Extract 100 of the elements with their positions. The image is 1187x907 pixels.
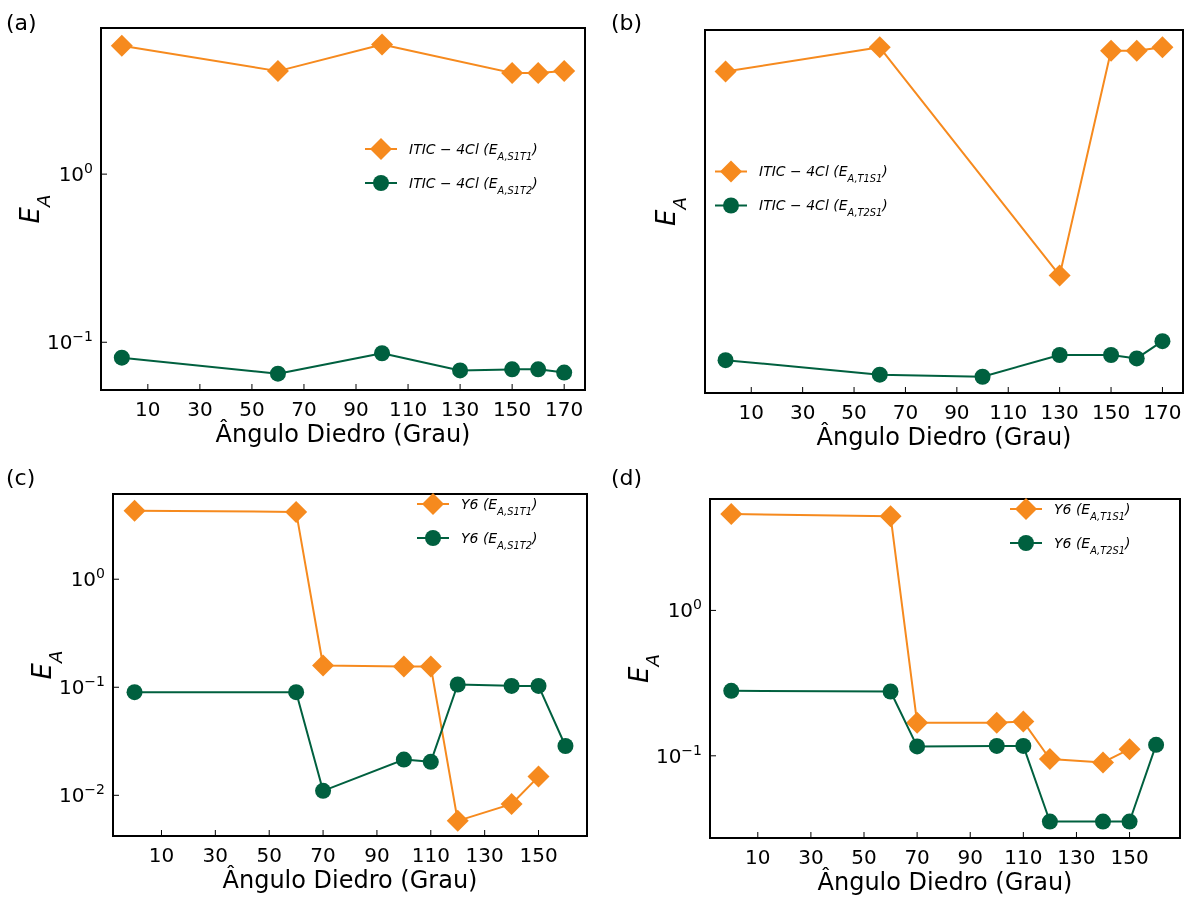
point [868,36,891,59]
legend-label: ITIC − 4Cl (E$_{A,S1T1}$) [409,140,538,162]
point [1151,36,1174,59]
point [1041,813,1058,830]
point [123,499,146,522]
point [312,654,335,677]
point [113,349,130,366]
point [500,793,523,816]
point [530,361,547,378]
x-tick-label: 150 [519,843,558,867]
point [1051,346,1068,363]
point [452,362,469,379]
point [1148,736,1165,753]
point [1118,738,1141,761]
point [985,711,1008,734]
x-tick-label: 10 [738,400,764,424]
x-tick-label: 90 [944,400,970,424]
x-tick-label: 50 [851,845,877,869]
point [285,500,308,523]
x-tick-label: 30 [187,397,213,421]
point [1154,333,1171,350]
x-tick-label: 90 [364,843,390,867]
y-tick-label: 10$^{−1}$ [46,328,93,355]
point [720,503,743,526]
point [419,655,442,678]
x-tick-label: 10 [135,397,161,421]
x-tick-label: 110 [1004,845,1043,869]
point [527,61,550,84]
point [449,676,466,693]
x-tick-label: 30 [798,845,824,869]
point [1048,264,1071,287]
point [395,751,412,768]
x-tick-label: 50 [841,400,867,424]
legend-label: Y6 (E$_{A,T2S1}$) [1054,534,1131,556]
chart-title: (c) [6,465,36,490]
point [392,655,415,678]
point [879,505,902,528]
chart-title: (b) [611,10,643,35]
legend-label: Y6 (E$_{A,T1S1}$) [1054,500,1131,522]
point [527,765,550,788]
point [871,366,888,383]
point [1121,813,1138,830]
point [371,33,394,56]
point [1125,39,1148,62]
point [1012,710,1035,733]
point [503,677,520,694]
legend-label: Y6 (E$_{A,S1T2}$) [461,529,538,551]
point [1015,737,1032,754]
point [717,352,734,369]
point [906,711,929,734]
x-tick-label: 130 [1057,845,1096,869]
x-tick-label: 30 [789,400,816,424]
x-tick-label: 70 [291,397,317,421]
point [269,365,286,382]
y-tick-label: 10$^{−1}$ [655,741,702,768]
point [553,60,576,83]
legend-label: ITIC − 4Cl (E$_{A,T2S1}$) [759,197,888,218]
y-tick-label: 10$^{−1}$ [58,673,105,700]
point [1038,748,1061,771]
x-tick-label: 110 [388,397,428,421]
x-tick-label: 150 [1091,400,1131,424]
x-axis-title: Ângulo Diedro (Grau) [817,867,1073,896]
point [1100,39,1123,62]
x-tick-label: 30 [202,843,229,867]
x-tick-label: 130 [465,843,504,867]
point [374,345,391,362]
x-tick-label: 170 [545,397,584,421]
point [557,737,574,754]
chart-title: (d) [611,465,643,490]
y-tick-label: 10$^{−2}$ [58,781,105,808]
x-tick-label: 50 [239,397,265,421]
point [1094,813,1111,830]
point [530,677,547,694]
point [422,753,439,770]
point [1128,350,1145,367]
x-tick-label: 130 [441,397,480,421]
legend-label: Y6 (E$_{A,S1T1}$) [461,495,538,517]
x-tick-label: 70 [310,843,336,867]
x-tick-label: 150 [493,397,532,421]
point [714,60,737,83]
point [501,61,524,84]
point [126,684,143,701]
point [110,34,133,57]
x-tick-label: 90 [343,397,369,421]
x-tick-label: 90 [957,845,983,869]
x-tick-label: 150 [1110,845,1149,869]
point [288,684,305,701]
x-tick-label: 50 [256,843,282,867]
point [1103,346,1120,363]
point [723,682,740,699]
point [556,364,573,381]
point [909,738,926,755]
y-tick-label: 10$^{0}$ [667,596,702,623]
x-tick-label: 170 [1143,400,1182,424]
point [504,361,521,378]
point [266,60,289,83]
point [446,809,469,832]
x-tick-label: 70 [904,845,930,869]
legend-label: ITIC − 4Cl (E$_{A,T1S1}$) [759,163,888,184]
point [988,737,1005,754]
